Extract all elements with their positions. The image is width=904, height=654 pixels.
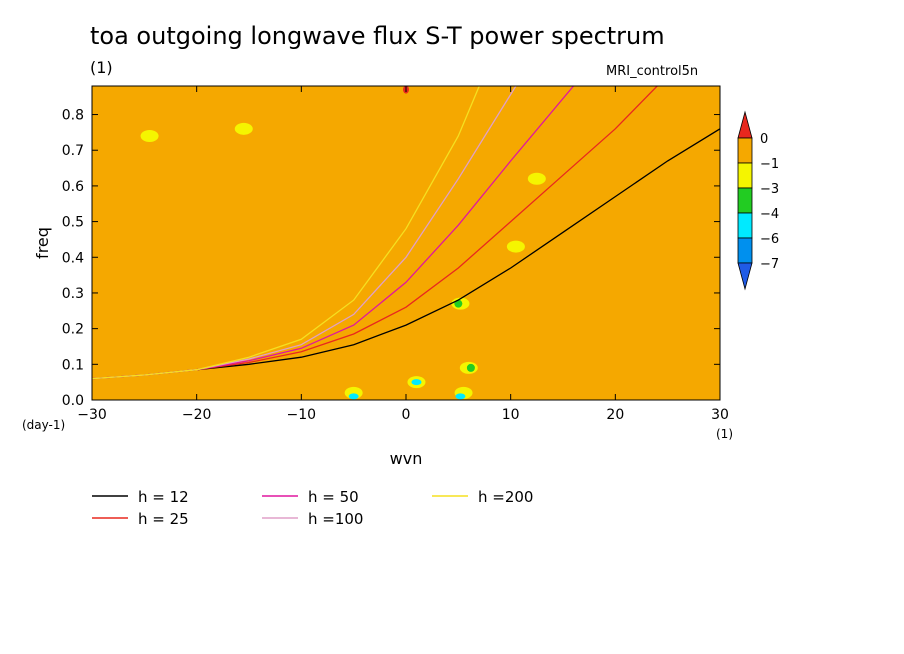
contour-patch	[140, 129, 159, 142]
y-tick-label: 0.3	[62, 286, 84, 302]
contour-patch	[527, 172, 546, 185]
x-tick-label: 20	[606, 407, 624, 423]
y-unit-label: (day-1)	[22, 418, 65, 432]
colorbar-band	[737, 137, 753, 164]
contour-patch	[234, 122, 253, 135]
contour-patch	[411, 379, 422, 386]
x-tick-label: −30	[77, 407, 107, 423]
model-label: MRI_control5n	[606, 64, 699, 79]
colorbar-label: 0	[760, 132, 768, 147]
legend-label: h =200	[478, 488, 533, 506]
colorbar-cap-bottom	[737, 262, 753, 291]
y-tick-label: 0.7	[62, 143, 84, 159]
colorbar-cap-top	[737, 110, 753, 139]
y-tick-label: 0.0	[62, 393, 84, 409]
contour-patch	[455, 393, 466, 400]
contour-patch	[348, 393, 359, 400]
x-unit-label: (1)	[716, 427, 733, 441]
x-tick-label: 10	[502, 407, 520, 423]
x-tick-label: −10	[287, 407, 317, 423]
y-tick-label: 0.4	[62, 250, 84, 266]
colorbar-label: −1	[760, 157, 779, 172]
colorbar-band	[737, 187, 753, 214]
colorbar-band	[737, 212, 753, 239]
legend-label: h = 12	[138, 488, 189, 506]
legend-label: h = 25	[138, 510, 189, 528]
y-axis-label: freq	[33, 227, 52, 259]
dispersion-curve	[92, 86, 480, 380]
colorbar-label: −6	[760, 232, 779, 247]
colorbar-label: −4	[760, 207, 779, 222]
contour-patch	[466, 363, 475, 372]
y-tick-label: 0.8	[62, 108, 84, 124]
contour-patch	[506, 240, 525, 253]
legend-label: h = 50	[308, 488, 359, 506]
colorbar-label: −3	[760, 182, 779, 197]
page-title: toa outgoing longwave flux S-T power spe…	[90, 22, 665, 50]
colorbar-label: −7	[760, 257, 779, 272]
legend-label: h =100	[308, 510, 363, 528]
y-tick-label: 0.5	[62, 215, 84, 231]
colorbar-band	[737, 237, 753, 264]
colorbar-band	[737, 162, 753, 189]
x-axis-label: wvn	[390, 449, 423, 468]
y-tick-label: 0.6	[62, 179, 84, 195]
y-tick-label: 0.1	[62, 357, 84, 373]
x-tick-label: 30	[711, 407, 729, 423]
x-tick-label: −20	[182, 407, 212, 423]
x-tick-label: 0	[402, 407, 411, 423]
unit-label: (1)	[90, 58, 113, 77]
plot-background	[92, 86, 720, 400]
y-tick-label: 0.2	[62, 322, 84, 338]
